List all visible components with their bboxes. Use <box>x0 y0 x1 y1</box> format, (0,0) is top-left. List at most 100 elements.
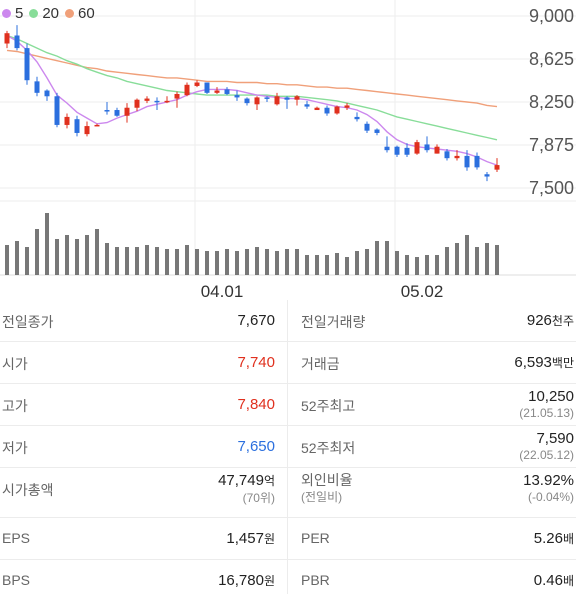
candle-body <box>164 100 170 103</box>
candle-body <box>324 107 330 114</box>
stat-52w-low: 52주최저 7,590 (22.05.12) <box>288 426 576 468</box>
candle-body <box>334 106 340 114</box>
stat-number: 10,250 <box>528 388 574 405</box>
volume-bar <box>255 247 259 275</box>
candle-body <box>234 95 240 98</box>
chart-legend: 5 20 60 <box>2 5 101 22</box>
legend-label: 20 <box>42 5 60 22</box>
volume-bar <box>325 255 329 275</box>
candle-body <box>174 93 180 99</box>
legend-ma20[interactable]: 20 <box>29 5 59 22</box>
stat-label: BPS <box>2 572 31 588</box>
candle-body <box>414 142 420 154</box>
stats-row: EPS 1,457원 PER 5.26배 <box>0 518 576 560</box>
stats-row: 시가 7,740 거래금 6,593백만 <box>0 342 576 384</box>
stat-number: 7,650 <box>237 438 275 455</box>
stat-label: 고가 <box>2 398 28 414</box>
candle-body <box>114 110 120 116</box>
stat-unit: 천주 <box>551 314 574 328</box>
candle-body <box>154 100 160 103</box>
legend-ma60[interactable]: 60 <box>65 5 95 22</box>
stat-number: 7,590 <box>536 430 574 447</box>
stat-value: 1,457원 <box>226 530 275 547</box>
candle-body <box>434 146 440 154</box>
stat-label: 전일종가 <box>2 314 54 330</box>
stat-value: 7,740 <box>237 354 275 371</box>
stats-row: 전일종가 7,670 전일거래량 926천주 <box>0 300 576 342</box>
stat-value: 7,670 <box>237 312 275 329</box>
stat-label: 52주최저 <box>301 440 356 456</box>
candle-body <box>14 35 20 49</box>
volume-bar <box>385 241 389 275</box>
volume-bar <box>15 241 19 275</box>
stat-unit: 원 <box>263 574 275 588</box>
stat-label-main: 외인비율 <box>301 472 353 488</box>
volume-bar <box>495 245 499 275</box>
stat-number: 7,740 <box>237 354 275 371</box>
stat-label-sub: (전일비) <box>301 490 343 504</box>
stat-number: 7,670 <box>237 312 275 329</box>
candle-body <box>374 129 380 133</box>
stat-number: 926 <box>526 312 552 329</box>
stat-label: 외인비율 (전일비) <box>301 472 353 506</box>
stat-unit: 억 <box>263 474 275 488</box>
stat-value: 10,250 (21.05.13) <box>519 388 574 422</box>
legend-ma5[interactable]: 5 <box>2 5 23 22</box>
stat-high: 고가 7,840 <box>0 384 288 426</box>
ma5-line <box>6 34 498 166</box>
stat-date: (21.05.13) <box>519 406 574 420</box>
candle-body <box>204 82 210 93</box>
stat-number: 13.92% <box>523 472 574 489</box>
volume-bar <box>95 229 99 275</box>
volume-bar <box>45 213 49 275</box>
volume-bar <box>5 245 9 275</box>
volume-bar <box>405 255 409 275</box>
candle-body <box>274 96 280 105</box>
volume-bar <box>485 243 489 275</box>
volume-bar <box>135 247 139 275</box>
volume-bar <box>305 255 309 275</box>
legend-label: 60 <box>78 5 95 22</box>
candle-body <box>474 155 480 168</box>
volume-bar <box>395 251 399 275</box>
stat-label: 거래금 <box>301 356 340 372</box>
candle-body <box>124 107 130 116</box>
volume-bar <box>345 257 349 275</box>
candle-body <box>304 104 310 107</box>
stat-open: 시가 7,740 <box>0 342 288 384</box>
stat-unit: 배 <box>562 532 574 546</box>
y-tick-label: 7,875 <box>528 135 574 155</box>
candle-body <box>424 144 430 151</box>
y-tick-label: 9,000 <box>528 6 574 26</box>
stat-prev-close: 전일종가 7,670 <box>0 300 288 342</box>
volume-bar <box>185 245 189 275</box>
stat-label: 시가총액 <box>2 482 54 498</box>
volume-bar <box>415 257 419 275</box>
volume-bar <box>295 249 299 275</box>
candlestick-chart <box>0 0 576 276</box>
candle-body <box>84 126 90 135</box>
candle-body <box>264 97 270 99</box>
stat-value: 7,590 (22.05.12) <box>519 430 574 464</box>
stats-row: 고가 7,840 52주최고 10,250 (21.05.13) <box>0 384 576 426</box>
stats-row: BPS 16,780원 PBR 0.46배 <box>0 560 576 594</box>
volume-bar <box>55 239 59 275</box>
candle-body <box>44 90 50 97</box>
candle-body <box>184 84 190 96</box>
candle-body <box>344 105 350 108</box>
volume-bar <box>165 249 169 275</box>
y-tick-label: 7,500 <box>528 178 574 198</box>
stat-per: PER 5.26배 <box>288 518 576 560</box>
candle-body <box>484 174 490 177</box>
legend-dot-icon <box>2 9 11 18</box>
candle-body <box>34 81 40 93</box>
stat-value: 47,749억 (70위) <box>218 472 275 507</box>
volume-bar <box>285 249 289 275</box>
stat-rank: (70위) <box>242 491 275 505</box>
candle-body <box>94 124 100 127</box>
stat-label: 시가 <box>2 356 28 372</box>
x-tick-label: 05.02 <box>400 282 444 301</box>
volume-bar <box>245 249 249 275</box>
volume-bar <box>65 235 69 275</box>
candle-body <box>214 90 220 93</box>
